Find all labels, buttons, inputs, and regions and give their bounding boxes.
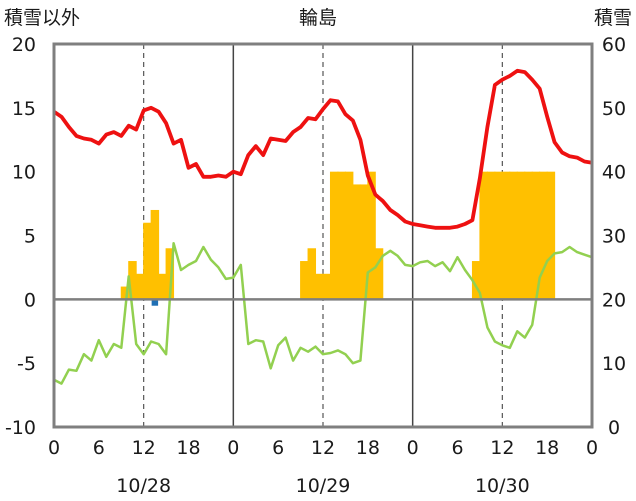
snow-depth-bar bbox=[150, 209, 160, 300]
snow-depth-bar bbox=[471, 261, 481, 300]
left-tick-label: 5 bbox=[24, 226, 36, 248]
snow-depth-bar bbox=[337, 171, 346, 300]
bars-layer bbox=[120, 171, 556, 306]
snow-depth-bar bbox=[315, 273, 324, 300]
snow-depth-bar bbox=[300, 261, 309, 300]
snow-depth-bar bbox=[135, 273, 145, 300]
x-tick-label: 18 bbox=[535, 437, 559, 459]
date-label: 10/30 bbox=[475, 475, 530, 497]
right-axis-title: 積雪 bbox=[594, 7, 632, 29]
snow-depth-bar bbox=[494, 171, 503, 300]
left-tick-label: 0 bbox=[24, 289, 36, 311]
right-tick-label: 60 bbox=[602, 34, 626, 56]
x-tick-label: 6 bbox=[93, 437, 105, 459]
precipitation-bar bbox=[151, 299, 159, 306]
left-tick-label: -10 bbox=[5, 417, 36, 439]
snow-depth-bar bbox=[329, 171, 339, 300]
axes-layer bbox=[52, 42, 594, 429]
right-tick-label: 40 bbox=[602, 162, 626, 184]
grid-layer bbox=[143, 44, 503, 427]
date-label: 10/29 bbox=[296, 475, 351, 497]
x-tick-label: 0 bbox=[48, 437, 60, 459]
right-tick-label: 10 bbox=[602, 353, 626, 375]
x-tick-label: 0 bbox=[586, 437, 598, 459]
snow-depth-bar bbox=[546, 171, 556, 300]
left-tick-label: 15 bbox=[12, 98, 36, 120]
snow-depth-bar bbox=[158, 273, 167, 300]
lines-layer bbox=[52, 68, 593, 385]
snow-depth-bar bbox=[165, 248, 175, 300]
date-label: 10/28 bbox=[116, 475, 171, 497]
snow-depth-bar bbox=[120, 286, 130, 300]
snow-depth-bar bbox=[516, 171, 526, 300]
snow-depth-bar bbox=[128, 261, 137, 300]
x-tick-label: 0 bbox=[407, 437, 419, 459]
snow-depth-bar bbox=[374, 248, 384, 300]
snow-depth-bar bbox=[524, 171, 533, 300]
snow-depth-bar bbox=[486, 171, 496, 300]
x-tick-label: 12 bbox=[132, 437, 156, 459]
x-tick-label: 6 bbox=[451, 437, 463, 459]
right-tick-label: 0 bbox=[608, 417, 620, 439]
x-tick-label: 18 bbox=[176, 437, 200, 459]
x-tick-label: 0 bbox=[227, 437, 239, 459]
snow-depth-bar bbox=[344, 171, 354, 300]
snow-depth-bar bbox=[539, 171, 548, 300]
right-tick-label: 30 bbox=[602, 226, 626, 248]
x-tick-label: 18 bbox=[356, 437, 380, 459]
x-tick-label: 6 bbox=[272, 437, 284, 459]
left-tick-label: -5 bbox=[17, 353, 36, 375]
right-tick-label: 20 bbox=[602, 289, 626, 311]
snow-depth-bar bbox=[359, 184, 369, 300]
left-tick-label: 10 bbox=[12, 162, 36, 184]
temperature-line bbox=[52, 68, 593, 230]
plot-frame bbox=[52, 42, 594, 429]
snow-depth-bar bbox=[307, 248, 317, 300]
snow-depth-bar bbox=[501, 171, 511, 300]
dew-point-line bbox=[53, 241, 593, 385]
right-tick-label: 50 bbox=[602, 98, 626, 120]
snow-depth-bar bbox=[479, 171, 488, 300]
snow-depth-bar bbox=[367, 171, 376, 300]
left-axis-title: 積雪以外 bbox=[4, 7, 80, 29]
left-tick-label: 20 bbox=[12, 34, 36, 56]
snow-depth-bar bbox=[143, 222, 152, 300]
snow-depth-bar bbox=[509, 171, 518, 300]
snow-depth-bar bbox=[352, 184, 361, 300]
snow-depth-bar bbox=[531, 171, 541, 300]
snow-depth-bar bbox=[322, 273, 331, 300]
x-tick-label: 12 bbox=[311, 437, 335, 459]
x-tick-label: 12 bbox=[490, 437, 514, 459]
chart-title: 輪島 bbox=[299, 7, 337, 29]
